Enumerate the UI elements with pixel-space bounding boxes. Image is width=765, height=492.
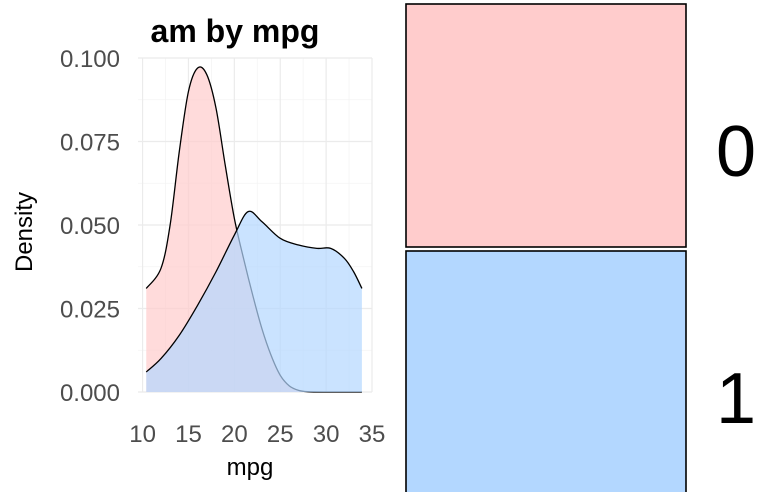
- x-tick-label: 30: [313, 421, 340, 448]
- y-axis-label: Density: [11, 192, 38, 272]
- x-axis-label: mpg: [227, 454, 274, 481]
- y-tick-label: 0.100: [60, 46, 120, 73]
- x-tick-label: 35: [359, 421, 386, 448]
- y-tick-label: 0.025: [60, 297, 120, 324]
- category-box-1: [405, 250, 687, 492]
- chart-title: am by mpg: [151, 13, 320, 49]
- x-tick-label: 10: [129, 421, 156, 448]
- category-label-1: 1: [716, 359, 756, 439]
- x-tick-label: 15: [175, 421, 202, 448]
- category-label-0: 0: [716, 112, 756, 192]
- category-strip-panel: 01: [405, 3, 756, 492]
- x-tick-label: 25: [267, 421, 294, 448]
- density-area-1: [146, 211, 362, 392]
- y-tick-label: 0.075: [60, 130, 120, 157]
- y-tick-label: 0.000: [60, 380, 120, 407]
- y-tick-label: 0.050: [60, 213, 120, 240]
- density-plot-panel: 10 15 20 25 30 35 0.000 0.025 0.050 0.075 0.100: [60, 46, 385, 448]
- density-line-1: [145, 210, 363, 373]
- category-box-0: [405, 3, 687, 248]
- x-tick-label: 20: [221, 421, 248, 448]
